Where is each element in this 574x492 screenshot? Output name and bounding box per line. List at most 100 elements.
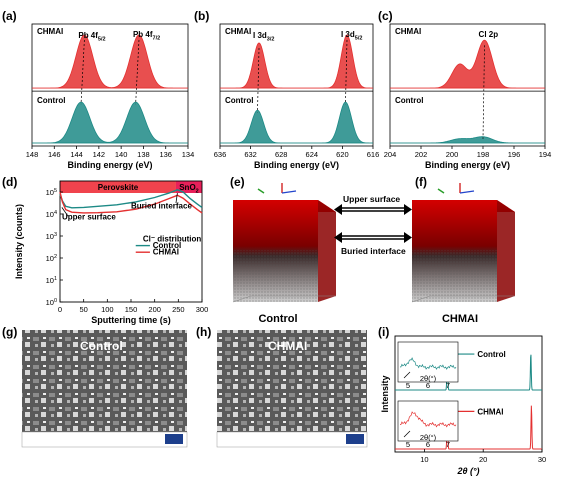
x-axis-label: Binding energy (eV) [254,160,339,170]
chmai-area [220,34,373,89]
sem-texture-h [217,330,367,432]
cube-dots-f [412,250,497,302]
cube-side-f [497,200,515,302]
inset-arrow-icon [403,430,411,438]
x-axis-label: Binding energy (eV) [425,160,510,170]
series-label-chmai: CHMAI [37,27,63,36]
series-line-chmai [59,191,203,214]
x-tick-label: 142 [93,150,106,159]
series-label-chmai: CHMAI [225,27,251,36]
inset-tick-label: 7 [446,381,450,390]
control-area [32,101,188,144]
x-axis-label: Sputtering time (s) [91,315,171,325]
peak-label: Pb 4f7/2 [133,30,160,42]
sem-logo-h [346,434,364,444]
panel-label-e: (e) [230,175,245,189]
sem-image-chmai: CHMAI [216,330,368,448]
x-tick-label: 636 [214,150,227,159]
y-tick-label: 103 [46,232,57,241]
y-axis-label: Intensity (counts) [14,204,24,279]
region-band [175,181,202,193]
legend-label: Control [153,241,181,250]
series-label-control: Control [225,96,253,105]
plot-frame [219,23,374,147]
y-axis-label: Intensity [380,375,390,412]
axis-x-icon [459,190,475,194]
xrd-line-control [395,348,542,391]
series-label-control: Control [37,96,65,105]
xrd-line-chmai [395,405,542,450]
axis-y-icon [257,188,265,194]
peak-guide-line [482,45,485,139]
panel-label-i: (i) [378,325,389,339]
x-tick-label: 300 [196,305,209,314]
axis-x-icon [281,190,297,194]
series-label-chmai: CHMAI [395,27,421,36]
x-tick-label: 624 [306,150,319,159]
x-tick-label: 620 [336,150,349,159]
x-tick-label: 202 [415,150,428,159]
peak-label: Cl 2p [479,30,499,39]
sem-info-bar-g [21,431,188,448]
x-tick-label: 628 [275,150,288,159]
annotation-upper-surface: Upper surface [62,213,116,222]
cube-caption-chmai: CHMAI [442,313,478,325]
inset-x-label: 2θ(°) [420,374,437,383]
peak-guide-line [80,39,85,105]
double-arrow-upper [334,204,412,215]
region-label: Perovskite [98,183,139,192]
x-tick-label: 196 [508,150,521,159]
x-tick-label: 204 [384,150,397,159]
inset-x-label: 2θ(°) [420,433,437,442]
panel-label-f: (f) [415,175,427,189]
region-label: SnO2 [179,183,199,195]
peak-label: I 3d5/2 [341,30,362,42]
peak-label: Pb 4f5/2 [78,31,105,43]
sem-logo-g [165,434,183,444]
peak-label: I 3d3/2 [253,31,274,43]
sem-info-bar-h [216,431,368,448]
inset-line [399,357,457,370]
x-tick-label: 616 [367,150,380,159]
tof-3d-control [232,183,336,303]
peak-guide-line [135,39,140,105]
x-tick-label: 100 [101,305,114,314]
annotation-arrow [175,193,178,204]
tof-3d-chmai [411,183,515,303]
x-tick-label: 50 [79,305,87,314]
x-tick-label: 198 [477,150,490,159]
plot-frame [389,23,546,147]
x-tick-label: 150 [125,305,138,314]
control-area [220,101,373,144]
plot-frame [31,23,189,147]
double-arrow-buried [334,232,412,243]
x-tick-label: 146 [48,150,61,159]
cube-side-e [318,200,336,302]
xps-panel-a: Pb 4f5/2 Pb 4f7/2 CHMAI Control 148 146 144 142… [26,23,194,170]
x-tick-label: 138 [137,150,150,159]
x-tick-label: 20 [479,455,487,464]
inset-frame [397,341,459,383]
upper-surface-label: Upper surface [343,194,400,204]
x-tick-label: 10 [420,455,428,464]
annotation-arrow [61,207,69,217]
legend-title: Cl⁻ distribution [143,235,202,244]
x-tick-label: 136 [159,150,172,159]
plot-frame [394,335,543,453]
cube-caption-control: Control [258,313,297,325]
legend-label: CHMAI [477,407,503,416]
y-tick-label: 100 [46,298,57,307]
y-tick-label: 102 [46,254,57,263]
inset-arrow-icon [403,371,411,379]
panel-label-h: (h) [196,325,211,339]
peak-guide-line [257,47,260,113]
panel-label-g: (g) [2,325,17,339]
panel-label-c: (c) [378,9,393,23]
x-tick-label: 200 [446,150,459,159]
x-axis-label: Binding energy (eV) [67,160,152,170]
annotation-buried-interface: Buried interface [131,202,192,211]
x-tick-label: 200 [148,305,161,314]
xps-panel-b: I 3d3/2 I 3d5/2 CHMAI Control 636 632 628 624 62… [214,23,380,170]
y-tick-label: 101 [46,276,57,285]
inset-tick-label: 6 [426,381,430,390]
